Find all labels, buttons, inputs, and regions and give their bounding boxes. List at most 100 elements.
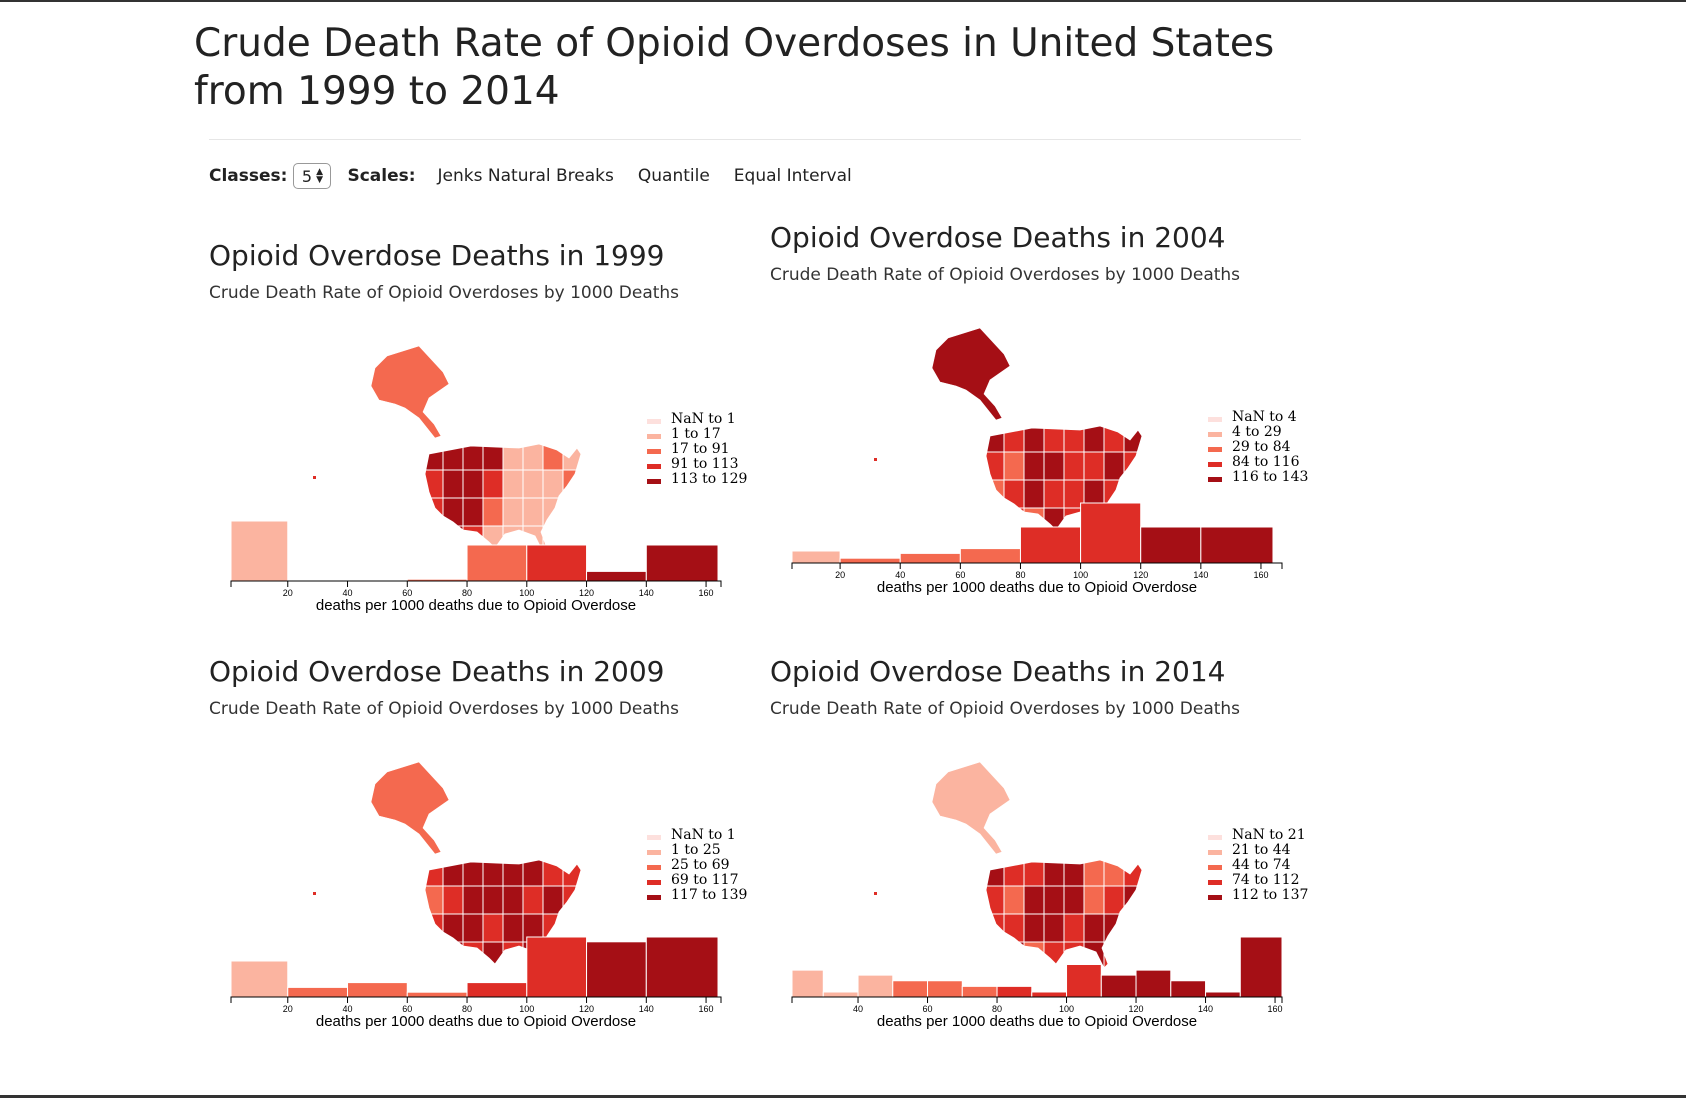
- legend-label: 21 to 44: [1232, 842, 1291, 858]
- legend-item: 91 to 113: [647, 456, 739, 472]
- x-tick-label: 100: [519, 588, 534, 598]
- state-shape: [1103, 451, 1125, 481]
- scale-equal-interval-link[interactable]: Equal Interval: [733, 166, 852, 186]
- legend-label: 4 to 29: [1232, 424, 1282, 440]
- panel-subtitle: Crude Death Rate of Opioid Overdoses by …: [209, 699, 680, 719]
- x-tick-label: 80: [462, 588, 472, 598]
- panel-title: Opioid Overdose Deaths in 2004: [770, 221, 1226, 254]
- alaska-shape: [370, 761, 450, 855]
- histogram: deaths per 1000 deaths due to Opioid Ove…: [230, 936, 722, 1030]
- legend-item: 69 to 117: [647, 872, 739, 888]
- state-shape: [1003, 451, 1025, 481]
- legend-item: 116 to 143: [1208, 469, 1308, 485]
- state-shape: [1043, 860, 1065, 887]
- x-tick-label: 80: [1015, 570, 1025, 580]
- classes-select[interactable]: 5 ▲ ▼: [293, 163, 332, 189]
- x-tick-label: 20: [283, 1004, 293, 1014]
- histogram-bar: [230, 960, 289, 998]
- x-axis-line: [791, 996, 1283, 1003]
- state-shape: [1083, 885, 1105, 915]
- state-shape: [1083, 913, 1105, 943]
- state-shape: [442, 444, 464, 471]
- legend-label: 1 to 17: [671, 426, 721, 442]
- legend-swatch: [1208, 432, 1222, 437]
- panel-subtitle: Crude Death Rate of Opioid Overdoses by …: [770, 265, 1241, 285]
- legend-label: NaN to 1: [671, 411, 736, 427]
- histogram-bar: [1200, 526, 1274, 564]
- legend-label: 17 to 91: [671, 441, 730, 457]
- legend-swatch: [1208, 462, 1222, 467]
- histogram-bar: [1140, 526, 1202, 564]
- state-shape: [442, 469, 464, 499]
- chart-panel-2014: Opioid Overdose Deaths in 2014 Crude Dea…: [770, 655, 1330, 1075]
- panel-graphic: NaN to 4 4 to 29 29 to 84 84 to 116 116 …: [791, 327, 1308, 596]
- panel-title: Opioid Overdose Deaths in 2014: [770, 655, 1226, 688]
- state-shape: [1123, 913, 1142, 943]
- state-shape: [1063, 451, 1085, 481]
- us-outline: [985, 859, 1143, 969]
- state-shape: [1123, 885, 1142, 915]
- state-shape: [542, 885, 564, 915]
- state-shape: [462, 885, 484, 915]
- state-shape: [986, 885, 1005, 915]
- histogram-bar: [1239, 936, 1283, 998]
- state-shape: [502, 860, 524, 887]
- histogram-bar: [1066, 964, 1102, 998]
- state-shape: [562, 497, 581, 527]
- legend-item: NaN to 4: [1208, 409, 1297, 425]
- legend-label: 91 to 113: [671, 456, 739, 472]
- histogram: deaths per 1000 deaths due to Opioid Ove…: [230, 520, 722, 614]
- panel-title: Opioid Overdose Deaths in 1999: [209, 239, 665, 272]
- legend-item: NaN to 21: [1208, 827, 1306, 843]
- state-shape: [522, 885, 544, 915]
- stepper-arrows-icon: ▲ ▼: [316, 167, 324, 185]
- panel-title: Opioid Overdose Deaths in 2009: [209, 655, 665, 688]
- x-tick-label: 100: [1073, 570, 1088, 580]
- histogram-bar: [959, 548, 1021, 564]
- histogram-bar: [1100, 974, 1137, 998]
- state-shape: [1023, 479, 1045, 509]
- legend-label: 25 to 69: [671, 857, 730, 873]
- legend-swatch: [647, 479, 661, 484]
- classes-select-value: 5: [301, 166, 313, 186]
- legend-swatch: [647, 449, 661, 454]
- state-shape: [1063, 860, 1085, 887]
- state-shape: [442, 941, 464, 968]
- state-shape: [1043, 885, 1065, 915]
- state-shape: [986, 860, 1005, 887]
- legend-label: 113 to 129: [671, 471, 747, 487]
- legend-item: 29 to 84: [1208, 439, 1291, 455]
- legend-swatch: [647, 434, 661, 439]
- legend-label: 117 to 139: [671, 887, 747, 903]
- state-shape: [1123, 941, 1142, 968]
- state-shape: [482, 469, 504, 499]
- legend-label: 44 to 74: [1232, 857, 1291, 873]
- legend-swatch: [1208, 880, 1222, 885]
- state-shape: [502, 885, 524, 915]
- scale-jenks-link[interactable]: Jenks Natural Breaks: [437, 166, 614, 186]
- state-shape: [425, 860, 444, 887]
- panel-graphic: NaN to 21 21 to 44 44 to 74 74 to 112 11…: [791, 761, 1308, 1030]
- legend-swatch: [1208, 835, 1222, 840]
- legend-label: NaN to 21: [1232, 827, 1306, 843]
- x-tick-label: 40: [853, 1004, 863, 1014]
- scale-quantile-link[interactable]: Quantile: [637, 166, 710, 186]
- x-tick-label: 20: [283, 588, 293, 598]
- alaska-shape: [370, 345, 450, 439]
- page-title: Crude Death Rate of Opioid Overdoses in …: [194, 21, 1275, 114]
- x-tick-label: 120: [1133, 570, 1148, 580]
- panel-graphic: NaN to 1 1 to 17 17 to 91 91 to 113 113 …: [230, 345, 747, 614]
- state-shape: [462, 497, 484, 527]
- legend: NaN to 21 21 to 44 44 to 74 74 to 112 11…: [1208, 827, 1308, 903]
- legend-item: 84 to 116: [1208, 454, 1300, 470]
- x-axis-label: deaths per 1000 deaths due to Opioid Ove…: [316, 1013, 636, 1030]
- panel-graphic: NaN to 1 1 to 25 25 to 69 69 to 117 117 …: [230, 761, 747, 1030]
- state-shape: [425, 885, 444, 915]
- histogram-bar: [791, 550, 841, 564]
- histogram-bar: [996, 985, 1033, 998]
- legend-swatch: [1208, 477, 1222, 482]
- legend-item: 4 to 29: [1208, 424, 1282, 440]
- histogram-bar: [230, 520, 289, 582]
- histogram-bar: [1080, 502, 1142, 564]
- histogram-bar: [791, 969, 824, 998]
